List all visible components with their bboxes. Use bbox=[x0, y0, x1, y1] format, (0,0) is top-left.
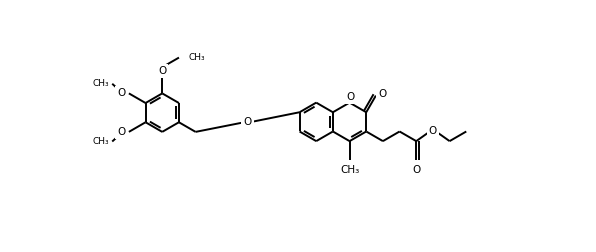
Text: O: O bbox=[117, 127, 126, 137]
Text: O: O bbox=[158, 66, 166, 76]
Text: CH₃: CH₃ bbox=[189, 53, 206, 62]
Text: O: O bbox=[378, 89, 386, 99]
Text: O: O bbox=[412, 165, 420, 175]
Text: O: O bbox=[346, 92, 355, 102]
Text: O: O bbox=[243, 117, 252, 127]
Text: CH₃: CH₃ bbox=[92, 137, 109, 146]
Text: O: O bbox=[117, 88, 126, 98]
Text: CH₃: CH₃ bbox=[92, 79, 109, 88]
Text: O: O bbox=[429, 126, 437, 136]
Text: CH₃: CH₃ bbox=[340, 165, 359, 175]
